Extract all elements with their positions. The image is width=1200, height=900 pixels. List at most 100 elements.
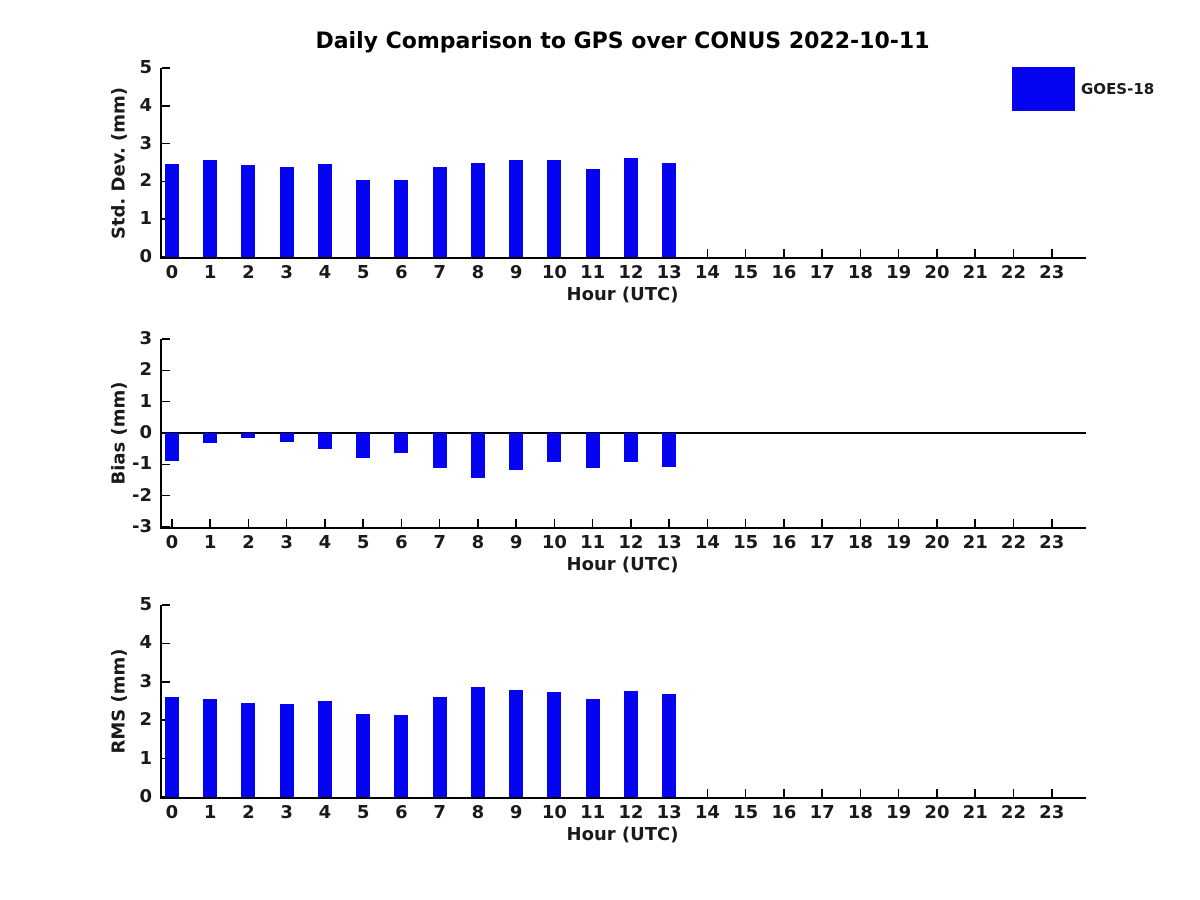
bar-hour-6: [394, 179, 409, 257]
x-tick-label: 13: [656, 262, 682, 283]
x-tick: [974, 789, 976, 797]
x-tick: [668, 519, 670, 527]
x-tick: [783, 789, 785, 797]
x-tick-label: 9: [509, 262, 523, 283]
x-tick-label: 12: [618, 532, 644, 553]
y-axis-spine: [160, 339, 162, 529]
x-tick-label: 5: [356, 532, 370, 553]
y-tick-label: 4: [139, 94, 152, 116]
x-tick: [247, 519, 250, 527]
x-tick: [171, 519, 173, 527]
bar-hour-6: [394, 714, 409, 797]
y-tick: [161, 369, 170, 372]
x-tick: [1050, 519, 1053, 527]
y-tick-label: -2: [132, 484, 152, 506]
y-tick-label: 3: [139, 670, 152, 692]
x-tick-label: 17: [809, 532, 835, 553]
x-axis-label: Hour (UTC): [566, 554, 679, 575]
x-tick-label: 17: [809, 262, 835, 283]
x-tick-label: 8: [471, 802, 485, 823]
y-tick: [161, 67, 170, 69]
x-tick: [821, 789, 823, 797]
x-tick-label: 3: [280, 532, 293, 553]
bar-hour-1: [203, 159, 218, 257]
x-tick-label: 8: [471, 532, 485, 553]
x-tick-label: 23: [1039, 262, 1065, 283]
x-tick-label: 22: [1000, 802, 1026, 823]
y-tick-label: 0: [139, 422, 152, 443]
y-tick-label: 5: [139, 594, 152, 615]
x-tick: [859, 519, 862, 527]
y-tick: [161, 105, 170, 107]
x-tick: [630, 519, 632, 527]
x-tick-label: 1: [203, 532, 217, 553]
bar-hour-10: [547, 159, 562, 257]
bar-hour-0: [164, 696, 179, 797]
legend-swatch: [1012, 67, 1075, 111]
y-tick-label: 0: [139, 246, 152, 267]
x-tick-label: 0: [165, 532, 179, 553]
x-tick: [438, 519, 441, 527]
x-tick-label: 6: [395, 262, 408, 283]
x-tick: [324, 519, 326, 527]
x-axis-spine: [160, 257, 1086, 259]
x-tick-label: 3: [280, 262, 293, 283]
bar-hour-13: [662, 163, 677, 257]
x-tick-label: 5: [356, 262, 370, 283]
x-tick-label: 14: [694, 802, 720, 823]
x-tick-label: 2: [242, 802, 255, 823]
bar-hour-4: [317, 164, 332, 257]
x-tick-label: 19: [886, 532, 912, 553]
x-tick: [362, 519, 364, 527]
x-tick-label: 7: [433, 802, 446, 823]
bar-hour-8: [470, 433, 485, 479]
x-tick: [936, 249, 938, 257]
x-tick-label: 8: [471, 262, 485, 283]
x-tick-label: 15: [733, 532, 759, 553]
bar-hour-2: [241, 433, 256, 438]
x-tick-label: 21: [962, 802, 988, 823]
y-tick-label: -3: [132, 516, 152, 537]
bar-hour-5: [356, 433, 371, 459]
bar-hour-9: [509, 159, 524, 257]
y-axis-spine: [160, 68, 162, 259]
y-tick: [161, 681, 170, 683]
y-tick-label: 2: [139, 709, 152, 731]
x-tick: [209, 519, 211, 527]
x-tick-label: 4: [318, 802, 332, 823]
x-tick-label: 9: [509, 802, 523, 823]
x-tick-label: 20: [924, 262, 950, 283]
x-tick-label: 23: [1039, 802, 1065, 823]
y-tick: [161, 432, 170, 434]
bar-hour-13: [662, 433, 677, 467]
x-tick: [936, 789, 938, 797]
bar-hour-3: [279, 167, 294, 257]
x-tick-label: 15: [733, 262, 759, 283]
bar-hour-0: [164, 433, 179, 461]
x-tick-label: 18: [847, 532, 873, 553]
y-tick-label: 0: [139, 786, 152, 807]
x-tick-label: 19: [886, 802, 912, 823]
y-tick-label: 3: [139, 132, 152, 154]
x-tick: [400, 519, 403, 527]
x-tick-label: 0: [165, 262, 179, 283]
x-tick-label: 11: [580, 532, 606, 553]
x-tick: [744, 519, 747, 527]
bar-hour-5: [356, 714, 371, 797]
x-tick-label: 18: [847, 262, 873, 283]
x-tick-label: 17: [809, 802, 835, 823]
x-tick: [897, 789, 900, 797]
y-tick-label: 1: [139, 390, 152, 412]
x-tick-label: 22: [1000, 262, 1026, 283]
x-axis-label: Hour (UTC): [566, 284, 679, 305]
bar-hour-1: [203, 698, 218, 797]
x-tick: [1012, 249, 1015, 257]
x-tick: [859, 249, 862, 257]
x-tick-label: 1: [203, 262, 217, 283]
x-tick: [859, 789, 862, 797]
y-tick-label: 2: [139, 170, 152, 192]
bar-hour-0: [164, 163, 179, 257]
y-axis-spine: [160, 605, 162, 799]
x-tick: [285, 519, 288, 527]
x-tick: [1050, 789, 1053, 797]
